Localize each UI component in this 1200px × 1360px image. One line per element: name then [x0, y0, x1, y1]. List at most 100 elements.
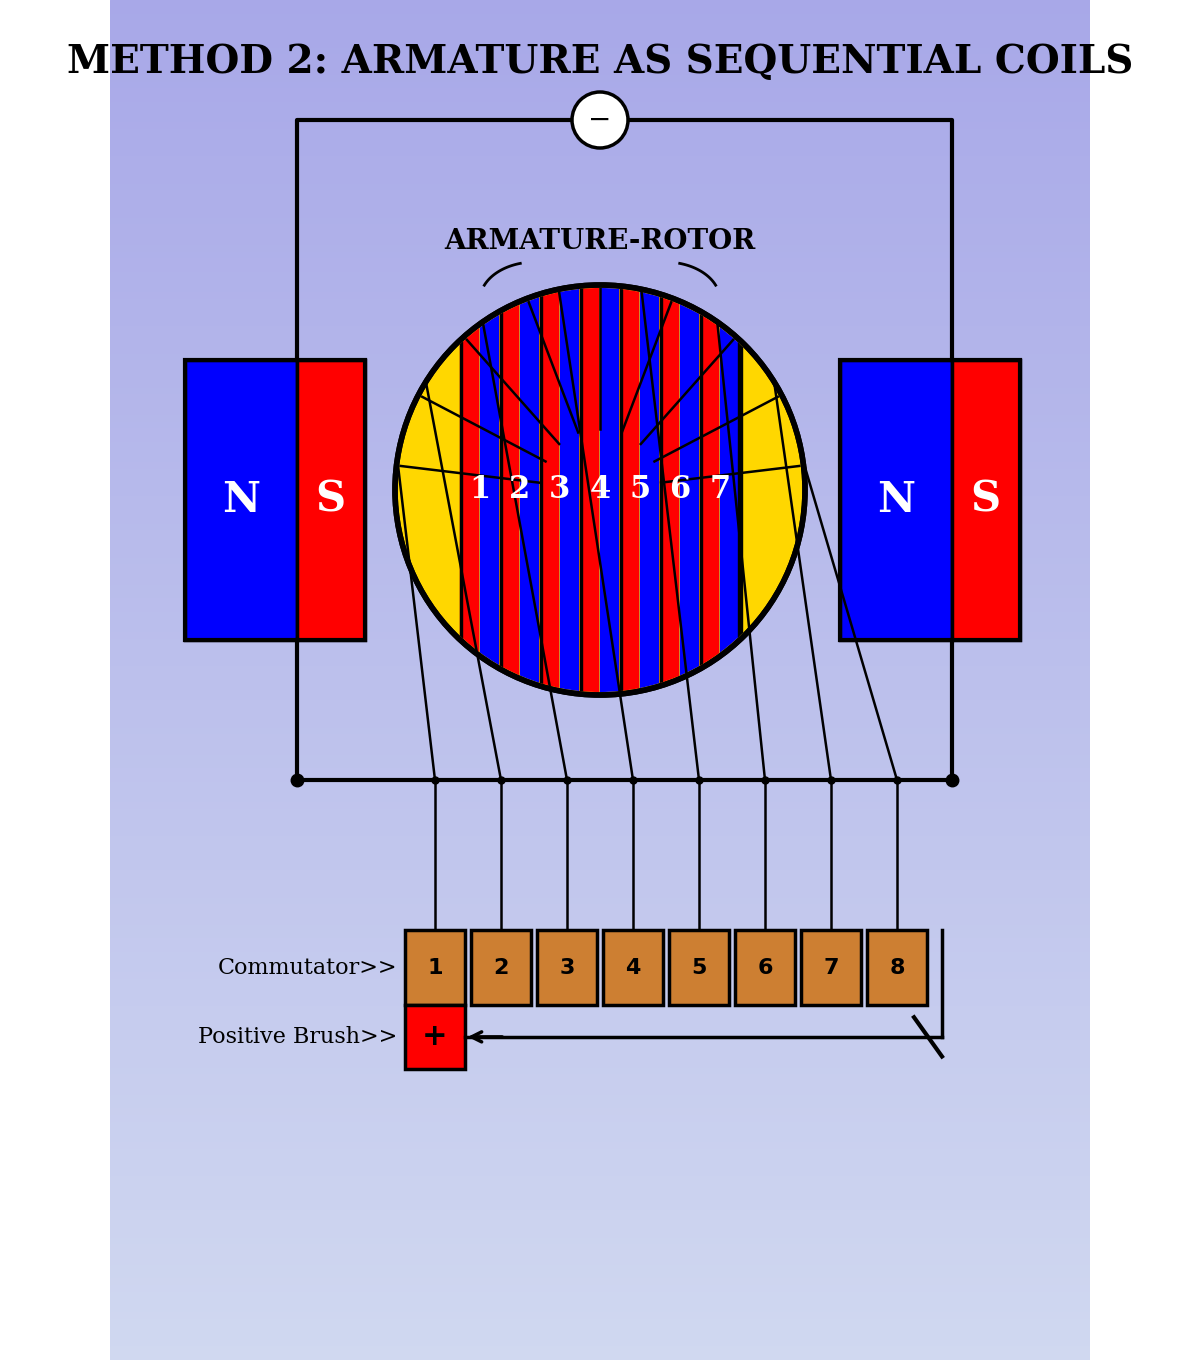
Bar [536, 930, 596, 1005]
Bar [110, 224, 1090, 231]
Bar [110, 700, 1090, 707]
Bar [110, 68, 1090, 75]
Bar [110, 775, 1090, 782]
Bar [110, 877, 1090, 884]
Bar [110, 258, 1090, 265]
Text: 1: 1 [427, 957, 443, 978]
Bar [110, 966, 1090, 972]
Bar [110, 367, 1090, 374]
Bar [110, 422, 1090, 428]
Bar [110, 619, 1090, 626]
Text: 2: 2 [493, 957, 509, 978]
Bar [110, 653, 1090, 660]
Bar [520, 286, 539, 695]
Bar [110, 469, 1090, 476]
Bar [620, 286, 638, 695]
Bar [110, 428, 1090, 435]
Bar [110, 1231, 1090, 1238]
Bar [110, 394, 1090, 401]
Circle shape [395, 286, 805, 695]
Bar [540, 286, 558, 695]
Bar [110, 1251, 1090, 1258]
Bar [110, 381, 1090, 388]
Bar [110, 1170, 1090, 1176]
Bar [734, 930, 794, 1005]
Bar [110, 741, 1090, 748]
Bar [110, 864, 1090, 870]
Bar [110, 551, 1090, 558]
Bar [110, 544, 1090, 551]
Bar [110, 592, 1090, 598]
Bar [110, 639, 1090, 646]
Bar [110, 102, 1090, 109]
Bar [110, 286, 1090, 292]
Bar [110, 843, 1090, 850]
Bar [700, 286, 719, 695]
Text: N: N [877, 479, 914, 521]
Bar [110, 401, 1090, 408]
Text: S: S [971, 479, 1001, 521]
Bar [110, 796, 1090, 802]
Bar [110, 354, 1090, 360]
Text: 6: 6 [670, 475, 690, 506]
Bar [110, 272, 1090, 279]
Bar [110, 1074, 1090, 1081]
Bar [110, 1197, 1090, 1204]
Bar [802, 930, 860, 1005]
Bar [110, 211, 1090, 218]
Bar [110, 204, 1090, 211]
Bar [110, 1238, 1090, 1244]
Bar [110, 830, 1090, 836]
Bar [110, 707, 1090, 714]
Bar [110, 1122, 1090, 1129]
Bar [110, 558, 1090, 564]
Bar [110, 517, 1090, 524]
Bar [660, 286, 678, 695]
Bar [110, 1190, 1090, 1197]
Bar [110, 1061, 1090, 1068]
Bar [110, 748, 1090, 755]
Bar [110, 646, 1090, 653]
Bar [580, 286, 582, 695]
Bar [110, 918, 1090, 925]
Bar [110, 755, 1090, 762]
Bar [110, 1013, 1090, 1020]
Bar [110, 673, 1090, 680]
Bar [110, 816, 1090, 823]
Bar [110, 1034, 1090, 1040]
Bar [840, 360, 1020, 641]
Bar [110, 326, 1090, 333]
Bar [110, 762, 1090, 768]
Bar [110, 435, 1090, 442]
Bar [110, 415, 1090, 422]
Bar [110, 41, 1090, 48]
Bar [110, 292, 1090, 299]
Bar [110, 1068, 1090, 1074]
Bar [110, 1149, 1090, 1156]
Bar [110, 218, 1090, 224]
Bar [110, 1217, 1090, 1224]
Bar [110, 184, 1090, 190]
Bar [110, 1210, 1090, 1217]
Bar [110, 1006, 1090, 1013]
Bar [110, 884, 1090, 891]
Bar [110, 870, 1090, 877]
Text: ARMATURE-ROTOR: ARMATURE-ROTOR [444, 228, 756, 256]
Bar [110, 836, 1090, 843]
Bar [110, 34, 1090, 41]
Bar [110, 1142, 1090, 1149]
Bar [110, 694, 1090, 700]
Bar [110, 320, 1090, 326]
Bar [110, 1319, 1090, 1326]
Bar [110, 1353, 1090, 1360]
Bar [110, 143, 1090, 150]
Bar [110, 952, 1090, 959]
Bar [110, 891, 1090, 898]
Bar [110, 959, 1090, 966]
Bar [110, 476, 1090, 483]
Bar [110, 598, 1090, 605]
Bar [480, 286, 498, 695]
Bar [110, 490, 1090, 496]
Bar [110, 1156, 1090, 1163]
Bar [110, 972, 1090, 979]
